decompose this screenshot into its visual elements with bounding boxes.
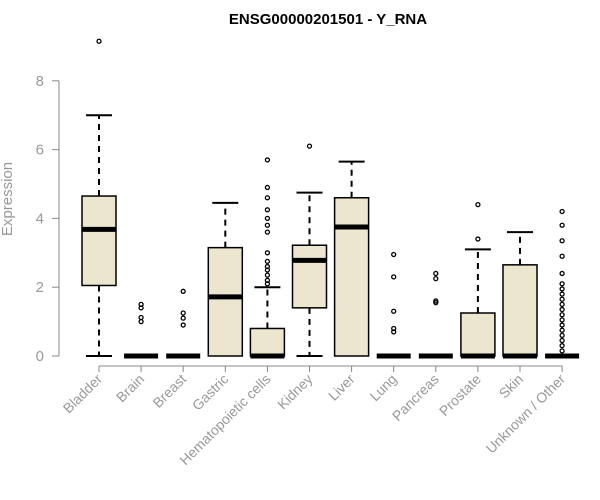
x-tick-label: Skin — [496, 371, 527, 402]
box-iqr — [249, 327, 286, 357]
outlier-point — [264, 250, 271, 256]
x-tick-label: Pancreas — [389, 371, 442, 424]
outlier-point — [264, 229, 271, 235]
outlier-point — [180, 322, 186, 328]
x-tick-label: Lung — [366, 371, 399, 404]
x-tick-label: Unknown / Other — [483, 371, 569, 457]
outlier-point — [559, 222, 565, 228]
box-prostate — [460, 201, 496, 359]
box-iqr — [291, 244, 328, 309]
outlier-point — [264, 222, 271, 228]
outlier-point — [475, 201, 481, 208]
outlier-point — [559, 270, 565, 277]
outlier-point — [391, 274, 397, 280]
outlier-point — [559, 348, 565, 354]
outlier-point — [264, 207, 271, 213]
y-tick-label: 6 — [36, 142, 44, 159]
outlier-point — [559, 291, 565, 297]
outlier-point — [559, 253, 565, 259]
outlier-point — [559, 337, 565, 344]
y-tick-label: 8 — [36, 73, 44, 90]
outlier-point — [264, 258, 271, 265]
outlier-point — [138, 301, 144, 308]
x-tick-label: Brain — [113, 371, 147, 405]
x-tick-label: Prostate — [436, 371, 484, 419]
box-liver — [333, 160, 370, 357]
box-iqr — [207, 246, 244, 357]
chart-title: ENSG00000201501 - Y_RNA — [229, 11, 427, 28]
outlier-point — [559, 296, 565, 302]
outlier-point — [306, 143, 313, 149]
outlier-point — [559, 281, 565, 287]
y-axis: 0 2 4 6 8 — [36, 73, 60, 365]
outlier-point — [180, 310, 186, 316]
outlier-point — [264, 277, 271, 283]
box-iqr — [81, 195, 117, 287]
outlier-point — [96, 38, 102, 44]
outlier-point — [475, 236, 481, 242]
outlier-point — [391, 325, 397, 332]
outlier-point — [559, 332, 565, 339]
outlier-point — [264, 157, 271, 163]
box-lung — [376, 251, 411, 359]
outlier-point — [559, 286, 565, 292]
x-tick-label: Bladder — [60, 371, 106, 417]
outlier-point — [138, 314, 144, 321]
outlier-point — [391, 251, 397, 258]
box-kidney — [291, 143, 328, 357]
y-tick-label: 0 — [36, 348, 44, 365]
y-axis-label: Expression — [0, 162, 16, 236]
outlier-point — [180, 288, 186, 294]
outlier-point — [180, 315, 186, 321]
outlier-point — [433, 298, 439, 304]
y-tick-label: 4 — [36, 210, 44, 227]
outlier-point — [559, 301, 565, 308]
outlier-point — [264, 184, 271, 191]
box-series — [81, 38, 580, 359]
outlier-point — [559, 208, 565, 215]
box-iqr — [333, 197, 370, 357]
x-tick-label: Liver — [325, 371, 358, 404]
box-iqr — [502, 264, 538, 357]
box-gastric — [207, 201, 244, 357]
outlier-point — [559, 306, 565, 313]
outlier-point — [559, 327, 565, 333]
outlier-point — [433, 270, 439, 277]
box-skin — [502, 231, 538, 359]
box-breast — [166, 288, 201, 359]
box-brain — [124, 301, 159, 359]
box-iqr — [460, 312, 496, 357]
outlier-point — [559, 317, 565, 323]
x-tick-label: Kidney — [274, 371, 316, 413]
outlier-point — [391, 308, 397, 314]
outlier-point — [559, 238, 565, 244]
outlier-point — [559, 312, 565, 318]
y-tick-label: 2 — [36, 279, 44, 296]
box-unknown-other — [545, 208, 580, 359]
box-pancreas — [418, 270, 453, 359]
outlier-point — [264, 195, 271, 201]
box-hematopoietic-cells — [249, 157, 286, 359]
outlier-point — [433, 275, 439, 282]
outlier-point — [138, 318, 144, 325]
x-tick-label: Breast — [149, 371, 189, 411]
outlier-point — [559, 343, 565, 349]
outlier-point — [264, 272, 271, 278]
outlier-point — [264, 263, 271, 270]
outlier-point — [559, 322, 565, 328]
box-bladder — [81, 38, 117, 357]
outlier-point — [264, 215, 271, 222]
